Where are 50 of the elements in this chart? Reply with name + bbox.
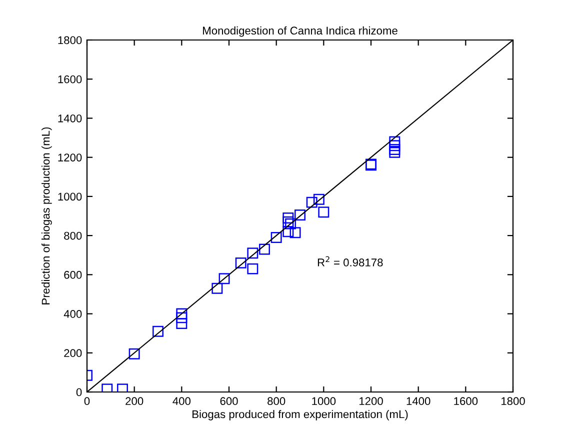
point bbox=[117, 384, 128, 392]
chart-title: Monodigestion of Canna Indica rhizome bbox=[203, 26, 398, 37]
point bbox=[102, 384, 113, 392]
point bbox=[282, 226, 294, 238]
x-tick-label: 1800 bbox=[501, 397, 525, 406]
point bbox=[313, 194, 324, 205]
point bbox=[389, 146, 400, 158]
y-tick-label: 200 bbox=[64, 349, 82, 358]
point bbox=[176, 312, 188, 324]
point bbox=[294, 210, 306, 221]
y-tick-label: 1800 bbox=[58, 36, 82, 44]
x-tick-label: 1000 bbox=[312, 397, 336, 406]
point bbox=[235, 257, 246, 268]
point bbox=[282, 216, 294, 228]
x-axis-title: Biogas produced from experimentation (mL) bbox=[192, 410, 408, 420]
point bbox=[306, 196, 318, 208]
y-axis-title: Prediction of biogas production (mL) bbox=[42, 127, 52, 304]
x-tick-label: 600 bbox=[220, 397, 238, 406]
x-tick-label: 1400 bbox=[406, 397, 430, 406]
x-tick-label: 1600 bbox=[454, 397, 478, 406]
point bbox=[247, 263, 258, 274]
point bbox=[259, 244, 270, 255]
point bbox=[176, 318, 188, 330]
point bbox=[282, 212, 294, 224]
y-tick-label: 800 bbox=[64, 232, 82, 240]
point bbox=[152, 326, 164, 337]
point bbox=[212, 282, 223, 294]
point bbox=[270, 232, 282, 243]
x-tick-label: 1200 bbox=[359, 397, 383, 406]
x-tick-label: 200 bbox=[126, 397, 144, 406]
point bbox=[218, 273, 230, 284]
point bbox=[318, 206, 330, 218]
y-tick-label: 1600 bbox=[58, 75, 82, 84]
point bbox=[128, 348, 140, 360]
point bbox=[389, 144, 400, 155]
x-tick-label: 0 bbox=[84, 397, 90, 406]
annotation: R$^{2}$ = 0.98178 bbox=[318, 256, 383, 266]
y-tick-label: 0 bbox=[76, 388, 82, 396]
y-tick-label: 600 bbox=[64, 270, 82, 279]
x-tick-label: 400 bbox=[172, 397, 190, 406]
y-tick-label: 1000 bbox=[58, 192, 82, 201]
point bbox=[389, 136, 400, 148]
y-tick-label: 1400 bbox=[58, 114, 82, 122]
point bbox=[389, 140, 400, 152]
point bbox=[247, 248, 258, 259]
point bbox=[290, 227, 301, 238]
y-tick-label: 1200 bbox=[58, 154, 82, 162]
y-tick-label: 400 bbox=[64, 310, 82, 318]
x-tick-label: 800 bbox=[268, 397, 286, 406]
point bbox=[285, 218, 296, 230]
